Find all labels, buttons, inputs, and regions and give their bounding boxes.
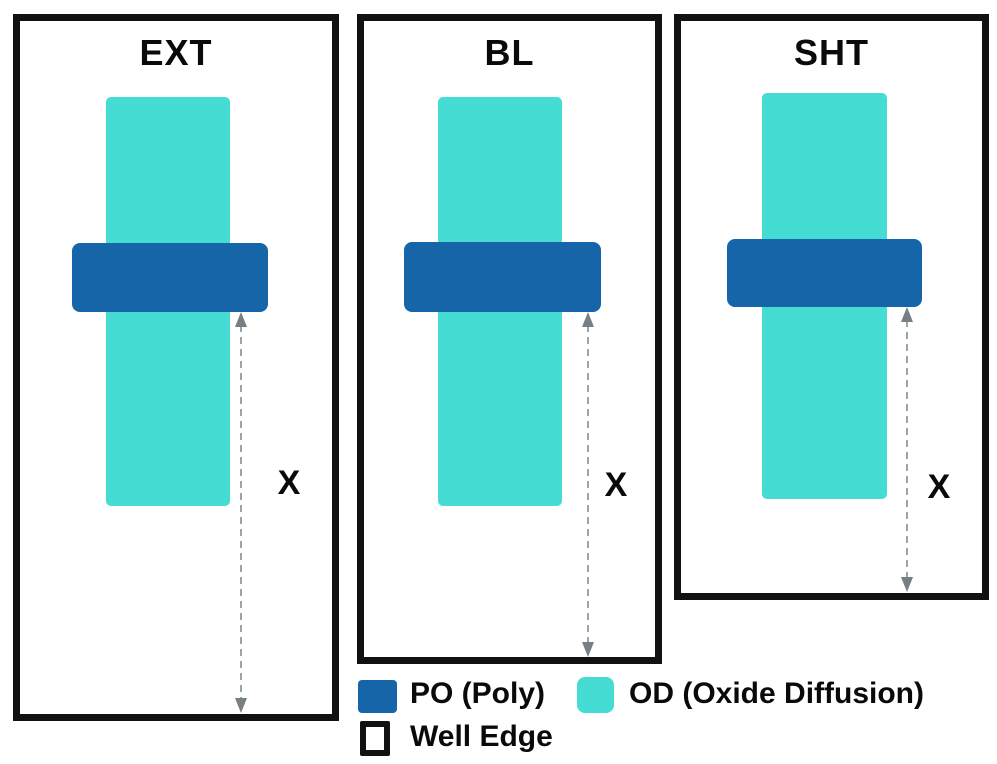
legend-po-label: PO (Poly) (410, 677, 546, 710)
legend-well-edge-label: Well Edge (410, 720, 553, 753)
po-region (72, 243, 268, 312)
dimension-arrow-icon (582, 312, 594, 657)
dimension-label-x: X (604, 466, 628, 504)
dimension-label-x: X (927, 468, 951, 506)
panel-title: SHT (794, 32, 869, 73)
dimension-arrow-icon (901, 307, 913, 592)
po-region (404, 242, 601, 312)
panel-sht: SHT X (674, 14, 989, 600)
legend-od-label: OD (Oxide Diffusion) (629, 677, 924, 710)
panel-title: EXT (139, 32, 213, 73)
po-region (727, 239, 922, 307)
panel-bl: BL X (357, 14, 662, 664)
panel-title: BL (484, 32, 535, 73)
po-swatch (358, 680, 397, 713)
dimension-label-x: X (277, 464, 301, 502)
dimension-arrow-icon (235, 312, 247, 713)
od-swatch (577, 677, 614, 713)
well-edge-swatch (360, 721, 390, 756)
panel-ext: EXT X (13, 14, 339, 721)
